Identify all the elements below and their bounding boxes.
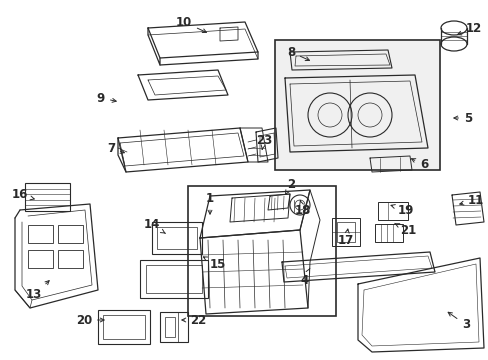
Text: 21: 21 (394, 223, 415, 237)
Text: 23: 23 (256, 134, 272, 149)
Text: 18: 18 (294, 201, 311, 216)
Text: 9: 9 (97, 91, 116, 104)
Text: 4: 4 (299, 268, 309, 287)
Text: 15: 15 (203, 257, 226, 271)
Text: 8: 8 (286, 45, 309, 60)
Bar (28, 250, 53, 268)
Bar (58, 225, 83, 243)
Text: 19: 19 (390, 203, 413, 216)
Text: 5: 5 (453, 112, 471, 125)
Bar (152, 222, 202, 254)
Text: 7: 7 (107, 141, 124, 154)
Bar (331, 218, 359, 246)
Text: 3: 3 (447, 312, 469, 332)
Text: 11: 11 (459, 194, 483, 207)
Bar (58, 250, 83, 268)
Bar (140, 260, 207, 298)
Bar (157, 227, 197, 249)
Bar (25, 183, 70, 211)
Bar (164, 317, 175, 337)
Bar (274, 40, 439, 170)
Bar (187, 186, 335, 316)
Bar (374, 224, 402, 242)
Bar (146, 265, 202, 293)
Text: 17: 17 (337, 229, 353, 247)
Bar (103, 315, 145, 339)
Bar (377, 202, 407, 220)
Text: 20: 20 (76, 314, 104, 327)
Text: 13: 13 (26, 281, 49, 302)
Text: 2: 2 (285, 179, 294, 194)
Text: 10: 10 (175, 15, 206, 32)
Text: 12: 12 (457, 22, 481, 35)
Bar (160, 312, 187, 342)
Text: 1: 1 (205, 192, 214, 214)
Bar (28, 225, 53, 243)
Bar (336, 222, 354, 242)
Bar (98, 310, 150, 344)
Text: 22: 22 (182, 314, 206, 327)
Text: 6: 6 (410, 158, 427, 171)
Text: 14: 14 (143, 219, 165, 233)
Text: 16: 16 (12, 189, 34, 202)
